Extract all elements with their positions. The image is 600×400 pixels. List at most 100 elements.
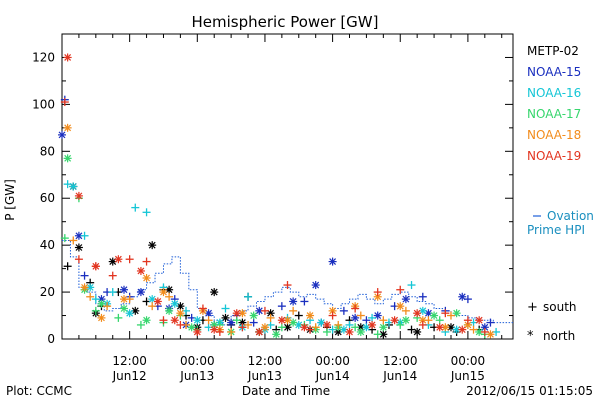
south-point-marker (351, 323, 360, 332)
ovation-line (62, 239, 513, 326)
south-point-marker (232, 316, 241, 325)
south-point-marker (463, 316, 472, 325)
south-point-marker (60, 98, 69, 107)
south-point-marker (396, 320, 405, 329)
south-point-marker (244, 292, 253, 301)
x-tick-label-time: 00:00 (451, 354, 486, 368)
ovation-line-path (62, 239, 513, 326)
data-points (58, 53, 501, 339)
legend: METP-02 NOAA-15 NOAA-16 NOAA-17 NOAA-18 NOAA-… (527, 44, 594, 237)
north-point-marker (401, 316, 410, 325)
plot-area (61, 33, 514, 340)
marker-legend: + south * north (527, 300, 577, 344)
north-point-marker (170, 299, 179, 308)
south-point-marker (204, 316, 213, 325)
marker-legend-label: north (543, 329, 575, 343)
south-point-marker (142, 257, 151, 266)
north-point-marker (165, 306, 174, 315)
south-point-marker (244, 320, 253, 329)
south-point-marker (91, 306, 100, 315)
south-point-marker (441, 309, 450, 318)
x-tick-label-date: Jun13 (179, 369, 214, 383)
north-point-marker (74, 231, 83, 240)
north-point-marker (238, 309, 247, 318)
north-point-marker (283, 316, 292, 325)
legend-entry: NOAA-15 (527, 65, 581, 79)
south-point-marker (328, 311, 337, 320)
south-point-marker (300, 297, 309, 306)
south-point-marker (486, 318, 495, 327)
plot-frame (61, 33, 514, 340)
south-point-marker (446, 311, 455, 320)
north-point-marker (368, 320, 377, 329)
north-point-marker (176, 309, 185, 318)
south-point-marker (407, 281, 416, 290)
north-point-marker (63, 53, 72, 62)
north-point-marker (193, 327, 202, 336)
south-point-marker (198, 304, 207, 313)
south-point-marker (283, 281, 292, 290)
south-point-marker (379, 316, 388, 325)
north-point-marker (97, 313, 106, 322)
north-point-marker (430, 311, 439, 320)
north-point-marker (142, 274, 151, 282)
south-point-marker (80, 271, 89, 280)
north-point-marker (306, 311, 315, 320)
north-point-marker (227, 318, 236, 327)
south-point-marker (103, 302, 112, 311)
marker-legend-symbol: + (527, 300, 538, 315)
north-point-marker (458, 325, 467, 334)
x-tick-label-date: Jun13 (247, 369, 282, 383)
north-point-marker (91, 262, 100, 271)
south-point-marker (80, 231, 89, 240)
north-point-marker (272, 330, 281, 339)
south-point-marker (368, 313, 377, 322)
south-point-marker (322, 327, 331, 336)
south-point-marker (435, 316, 444, 325)
north-point-marker (63, 123, 72, 132)
north-point-marker (136, 288, 145, 297)
south-point-marker (277, 323, 286, 332)
x-tick-label-time: 00:00 (315, 354, 350, 368)
north-point-marker (74, 243, 83, 252)
y-tick-label: 120 (32, 50, 55, 64)
legend-ovation-label: Ovation (547, 209, 594, 223)
south-point-marker (356, 311, 365, 320)
south-point-marker (480, 327, 489, 336)
north-point-marker (441, 323, 450, 332)
north-point-marker (58, 130, 66, 139)
south-point-marker (469, 325, 478, 334)
south-point-marker (373, 288, 382, 297)
north-point-marker (69, 182, 78, 191)
north-point-marker (260, 323, 269, 332)
north-point-marker (373, 311, 382, 320)
x-tick-label-date: Jun12 (112, 369, 147, 383)
x-tick-label-date: Jun15 (450, 369, 485, 383)
north-point-marker (328, 257, 337, 266)
north-point-marker (170, 316, 179, 325)
north-point-marker (193, 316, 202, 325)
y-tick-label: 40 (40, 238, 55, 252)
north-point-marker (136, 266, 145, 275)
north-point-marker (475, 316, 484, 325)
south-point-marker (227, 327, 236, 336)
north-point-marker (74, 191, 83, 200)
north-point-marker (379, 323, 388, 332)
north-point-marker (480, 323, 489, 332)
plot-source: Plot: CCMC (6, 384, 72, 398)
x-tick-label-time: 12:00 (383, 354, 418, 368)
north-point-marker (345, 327, 354, 336)
south-point-marker (108, 271, 117, 280)
plot-timestamp: 2012/06/15 01:15:05 (466, 384, 593, 398)
north-point-marker (413, 309, 422, 318)
south-point-marker (176, 320, 185, 329)
north-point-marker (120, 295, 129, 304)
south-point-marker (142, 208, 151, 217)
x-axis-label: Date and Time (242, 384, 330, 398)
south-point-marker (136, 320, 145, 329)
north-point-marker (390, 316, 399, 325)
x-tick-label-date: Jun14 (382, 369, 417, 383)
legend-entry: NOAA-16 (527, 86, 581, 100)
x-tick-label-time: 00:00 (180, 354, 215, 368)
